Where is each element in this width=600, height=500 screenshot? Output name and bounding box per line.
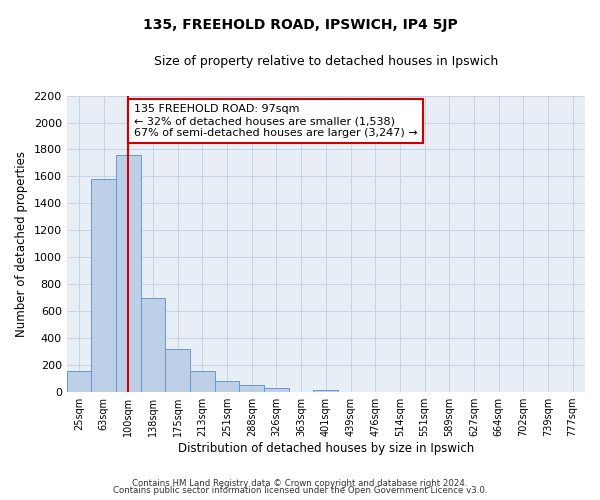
Text: Contains public sector information licensed under the Open Government Licence v3: Contains public sector information licen…	[113, 486, 487, 495]
Title: Size of property relative to detached houses in Ipswich: Size of property relative to detached ho…	[154, 55, 498, 68]
Bar	[239, 386, 264, 392]
Bar	[190, 371, 215, 392]
Text: 135, FREEHOLD ROAD, IPSWICH, IP4 5JP: 135, FREEHOLD ROAD, IPSWICH, IP4 5JP	[143, 18, 457, 32]
Bar	[264, 388, 289, 392]
X-axis label: Distribution of detached houses by size in Ipswich: Distribution of detached houses by size …	[178, 442, 474, 455]
Bar	[166, 349, 190, 392]
Bar	[67, 370, 91, 392]
Text: Contains HM Land Registry data © Crown copyright and database right 2024.: Contains HM Land Registry data © Crown c…	[132, 478, 468, 488]
Bar	[313, 390, 338, 392]
Bar	[215, 380, 239, 392]
Bar	[91, 179, 116, 392]
Bar	[116, 155, 141, 392]
Y-axis label: Number of detached properties: Number of detached properties	[15, 151, 28, 337]
Text: 135 FREEHOLD ROAD: 97sqm
← 32% of detached houses are smaller (1,538)
67% of sem: 135 FREEHOLD ROAD: 97sqm ← 32% of detach…	[134, 104, 418, 138]
Bar	[141, 298, 166, 392]
